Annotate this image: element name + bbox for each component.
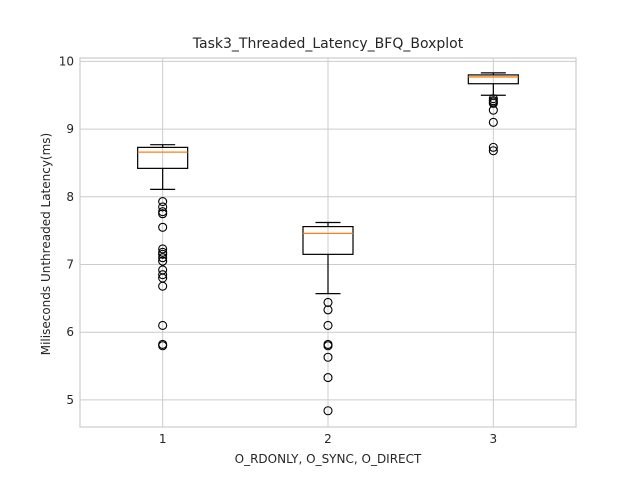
- outlier-point: [488, 142, 498, 152]
- outlier-point: [323, 297, 333, 307]
- outlier-point: [158, 244, 168, 254]
- outlier-point: [158, 341, 168, 351]
- outlier-point: [488, 105, 498, 115]
- y-tick-label: 5: [66, 393, 74, 407]
- outlier-point: [323, 305, 333, 315]
- x-tick-label: 3: [490, 432, 498, 446]
- outlier-point: [158, 202, 168, 212]
- outlier-point: [158, 281, 168, 291]
- box-body: [137, 146, 189, 169]
- y-tick-label: 6: [66, 325, 74, 339]
- outlier-point: [158, 256, 168, 266]
- chart-title: Task3_Threaded_Latency_BFQ_Boxplot: [192, 36, 464, 52]
- outlier-point: [158, 249, 168, 259]
- outlier-point: [323, 406, 333, 416]
- outlier-point: [158, 196, 168, 207]
- outlier-point: [158, 253, 168, 263]
- box-body: [302, 225, 354, 255]
- outlier-point: [158, 320, 168, 330]
- x-tick-label: 1: [159, 432, 167, 446]
- outlier-point: [158, 222, 168, 232]
- y-axis-label: Miliseconds Unthreaded Latency(ms): [39, 133, 53, 356]
- outlier-point: [158, 270, 168, 280]
- outlier-point: [323, 352, 333, 362]
- box-body: [467, 74, 519, 85]
- x-tick-label: 2: [324, 432, 332, 446]
- x-axis-label: O_RDONLY, O_SYNC, O_DIRECT: [235, 452, 422, 466]
- axes-frame: [79, 57, 577, 428]
- y-tick-label: 7: [66, 258, 74, 272]
- y-tick-label: 9: [66, 122, 74, 136]
- outlier-point: [158, 209, 168, 219]
- y-tick-label: 10: [59, 54, 74, 68]
- outlier-point: [323, 320, 333, 330]
- outlier-point: [488, 146, 498, 156]
- outlier-point: [323, 373, 333, 383]
- plot-area: 5 6 7 8 9 10 1 2 3: [59, 54, 577, 446]
- outlier-point: [488, 98, 498, 108]
- y-tick-label: 8: [66, 190, 74, 204]
- outlier-point: [488, 117, 498, 127]
- outlier-point: [323, 341, 333, 351]
